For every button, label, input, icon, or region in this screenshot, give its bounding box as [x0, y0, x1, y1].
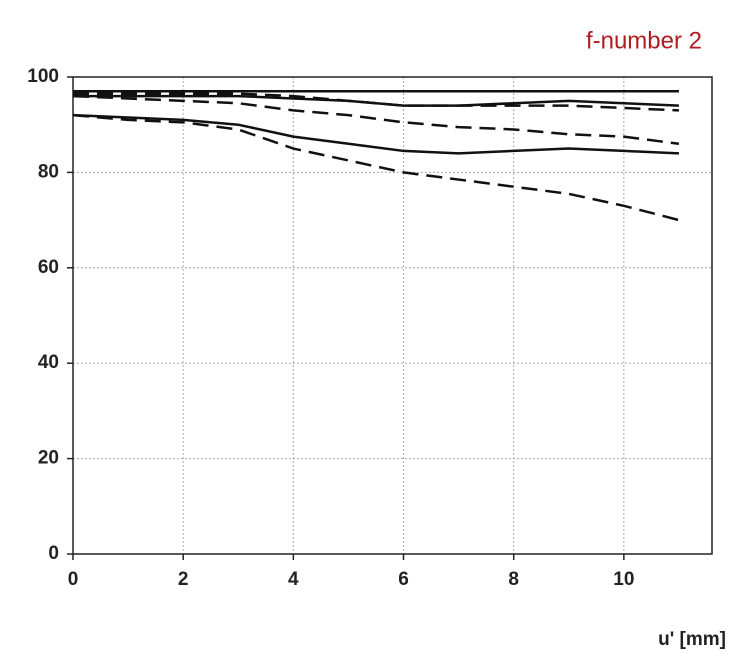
- y-tick-label: 40: [38, 352, 59, 373]
- x-tick-label: 0: [68, 569, 79, 590]
- plot-frame: [72, 76, 713, 555]
- line-series: [72, 113, 680, 222]
- y-tick-label: 0: [48, 543, 59, 564]
- x-axis-label: u' [mm]: [658, 629, 726, 650]
- y-tick-label: 80: [38, 161, 59, 182]
- x-tick-label: 2: [178, 569, 189, 590]
- y-tick-label: 20: [38, 448, 59, 469]
- line-series: [72, 113, 680, 155]
- x-tick-label: 4: [288, 569, 299, 590]
- x-tick-label: 10: [613, 569, 634, 590]
- chart-title: f-number 2: [586, 27, 702, 54]
- line-series: [72, 94, 680, 146]
- x-tick-label: 6: [398, 569, 409, 590]
- y-tick-label: 60: [38, 257, 59, 278]
- line-series: [73, 94, 680, 107]
- x-tick-label: 8: [508, 569, 519, 590]
- y-tick-label: 100: [27, 66, 59, 87]
